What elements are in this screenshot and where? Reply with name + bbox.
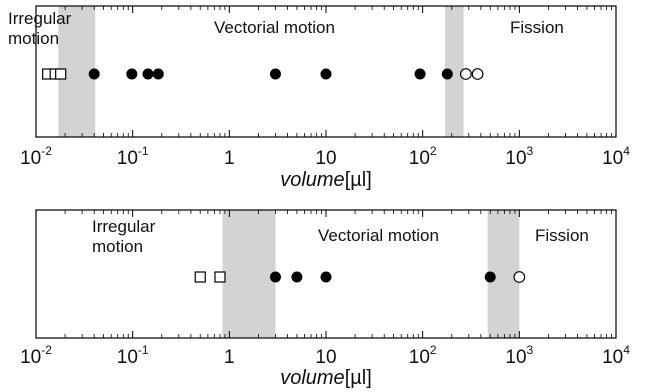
region-label: Vectorial motion	[318, 226, 439, 245]
tick-label-base: 10	[505, 347, 526, 368]
data-point-open-circle	[471, 68, 484, 80]
tick-label-base: 10	[602, 347, 623, 368]
tick-label-base: 10	[20, 148, 41, 169]
data-point-filled-circle	[484, 271, 496, 283]
region-label-line: Fission	[535, 226, 589, 245]
data-point-filled-circle	[269, 68, 281, 80]
tick-label-exponent: 2	[430, 343, 437, 357]
data-point-open-square	[194, 271, 206, 283]
tick-label-exponent: -2	[41, 343, 52, 357]
region-label: Irregular motion	[92, 217, 156, 256]
tick-label: 104	[602, 144, 630, 169]
tick-label-base: 10	[315, 347, 336, 368]
tick-label-base: 10	[505, 148, 526, 169]
data-point-filled-circle	[291, 271, 303, 283]
tick-label: 1	[224, 347, 235, 368]
data-point-open-circle	[513, 271, 526, 283]
tick-label: 102	[409, 144, 437, 169]
tick-label: 102	[409, 343, 437, 368]
data-point-filled-circle	[152, 68, 164, 80]
tick-label: 103	[505, 144, 533, 169]
x-axis-label: volume[µl]	[280, 169, 372, 191]
tick-label-exponent: 4	[623, 343, 630, 357]
data-point-open-square	[214, 271, 226, 283]
tick-label: 103	[505, 343, 533, 368]
tick-label-base: 1	[224, 347, 235, 368]
tick-label: 1	[224, 148, 235, 169]
data-point-filled-circle	[441, 68, 453, 80]
tick-label: 10-1	[117, 343, 149, 368]
tick-label-base: 10	[20, 347, 41, 368]
data-point-filled-circle	[320, 68, 332, 80]
region-label: Irregular motion	[8, 9, 72, 48]
tick-label-base: 10	[409, 148, 430, 169]
tick-label-base: 10	[117, 347, 138, 368]
region-label-line: Irregular	[92, 217, 156, 236]
tick-label: 104	[602, 343, 630, 368]
tick-label: 10	[315, 148, 336, 169]
region-label: Vectorial motion	[214, 18, 335, 37]
tick-label-base: 1	[224, 148, 235, 169]
data-point-filled-circle	[126, 68, 138, 80]
tick-label-base: 10	[117, 148, 138, 169]
region-label: Fission	[510, 18, 564, 37]
transition-band	[222, 210, 276, 338]
tick-label-exponent: 3	[527, 144, 534, 158]
region-label-line: motion	[8, 29, 59, 48]
tick-label: 10	[315, 347, 336, 368]
data-point-filled-circle	[320, 271, 332, 283]
tick-label-exponent: -1	[138, 343, 149, 357]
data-point-filled-circle	[88, 68, 100, 80]
data-point-open-square	[55, 68, 67, 80]
x-axis-label-unit: [µl]	[345, 169, 372, 191]
tick-label-exponent: -1	[138, 144, 149, 158]
x-axis-label-quantity: volume	[280, 169, 344, 191]
data-point-filled-circle	[414, 68, 426, 80]
tick-label-exponent: 4	[623, 144, 630, 158]
x-axis-label: volume[µl]	[280, 367, 372, 389]
x-axis-label-quantity: volume	[280, 367, 344, 389]
region-label-line: Fission	[510, 18, 564, 37]
data-point-open-circle	[459, 68, 472, 80]
tick-label-base: 10	[409, 347, 430, 368]
tick-label-base: 10	[602, 148, 623, 169]
region-label-line: motion	[92, 237, 143, 256]
panel-bottom: Irregular motion Vectorial motion Fission 10…	[20, 209, 630, 389]
region-label: Fission	[535, 226, 589, 245]
tick-label: 10-2	[20, 144, 52, 169]
transition-band	[444, 6, 464, 137]
region-label-line: Irregular	[8, 9, 72, 28]
tick-label-exponent: 2	[430, 144, 437, 158]
panel-top: Irregular motion Vectorial motion Fission 10…	[8, 5, 630, 191]
x-axis-label-unit: [µl]	[345, 367, 372, 389]
tick-label-exponent: 3	[527, 343, 534, 357]
region-label-line: Vectorial motion	[318, 226, 439, 245]
tick-label: 10-2	[20, 343, 52, 368]
tick-label: 10-1	[117, 144, 149, 169]
region-label-line: Vectorial motion	[214, 18, 335, 37]
data-point-filled-circle	[269, 271, 281, 283]
data-point-filled-circle	[142, 68, 154, 80]
tick-label-base: 10	[315, 148, 336, 169]
tick-label-exponent: -2	[41, 144, 52, 158]
